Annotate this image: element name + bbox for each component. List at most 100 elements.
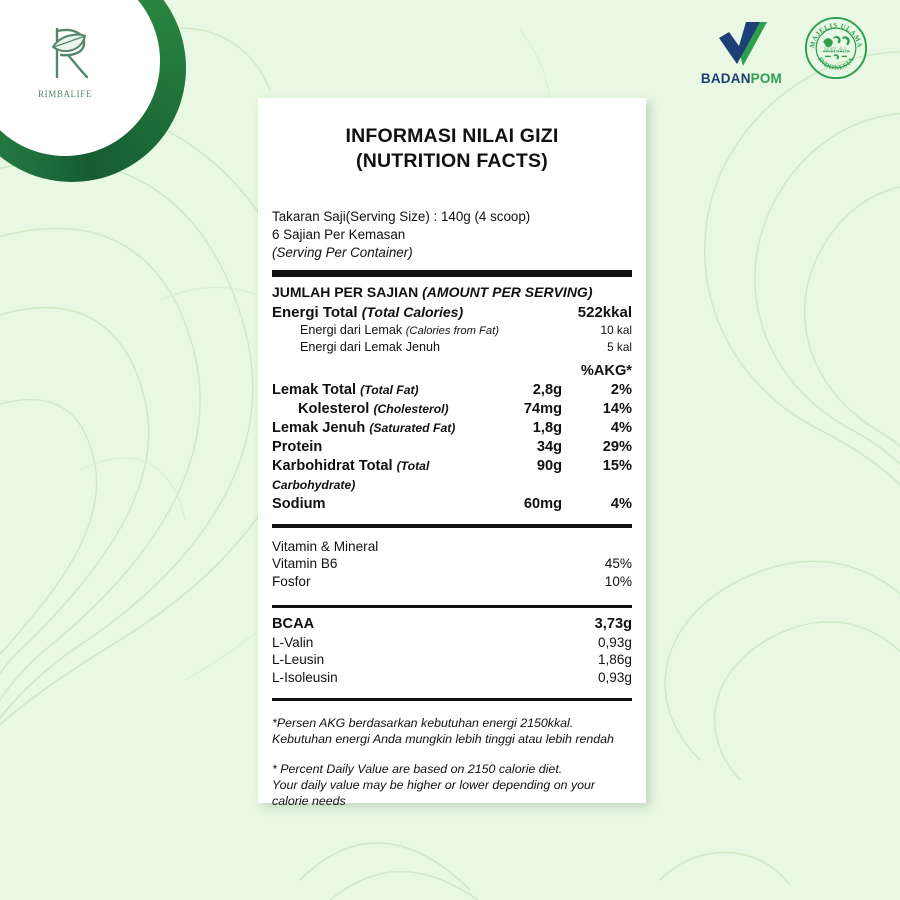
nutrient-amount-lemak-total: 2,8g: [532, 382, 562, 398]
energy-from-sat-fat-value: 5 kal: [607, 339, 632, 354]
nutrient-en-karbohidrat-total: (Total Carbohydrate): [272, 458, 430, 492]
nutrient-row-karbohidrat-total: Karbohidrat Total (Total Carbohydrate) 9…: [272, 457, 632, 495]
divider-vitamins: [272, 523, 632, 528]
badan-pom-badge: BADANPOM: [701, 16, 782, 86]
nutrient-en-lemak-jenuh: (Saturated Fat): [369, 420, 456, 435]
bcaa-row-leusin: L-Leusin 1,86g: [272, 651, 632, 669]
energy-from-sat-fat-row: Energi dari Lemak Jenuh 5 kal: [272, 339, 632, 355]
nutrient-label-karbohidrat-total: Karbohidrat Total (Total Carbohydrate): [272, 457, 470, 495]
amount-per-serving-heading: JUMLAH PER SAJIAN (AMOUNT PER SERVING): [272, 283, 632, 302]
nutrient-en-lemak-total: (Total Fat): [360, 383, 419, 397]
vitamin-label-b6: Vitamin B6: [272, 556, 338, 572]
svg-text:MAJELIS ULAMA: MAJELIS ULAMA: [809, 22, 863, 48]
nutrient-name-karbohidrat-total: Karbohidrat Total: [272, 457, 393, 474]
nutrient-en-kolesterol: (Cholesterol): [373, 401, 449, 416]
vitamins-heading: Vitamin & Mineral: [272, 538, 379, 554]
nutrient-amount-kolesterol: 74mg: [523, 400, 562, 417]
nutrient-amount-sodium: 60mg: [523, 495, 562, 512]
bcaa-label-isoleusin: L-Isoleusin: [272, 670, 338, 686]
bcaa-section: BCAA 3,73g L-Valin 0,93g L-Leusin 1,86g …: [272, 608, 632, 698]
nutrients-section: Lemak Total (Total Fat) 2,8g 2% Kolester…: [272, 381, 632, 524]
bcaa-row-isoleusin: L-Isoleusin 0,93g: [272, 669, 632, 687]
bcaa-total-row: BCAA 3,73g: [272, 615, 632, 634]
energy-from-fat-label-en: (Calories from Fat): [405, 325, 499, 338]
amount-heading-text: JUMLAH PER SAJIAN (AMOUNT PER SERVING): [272, 283, 632, 301]
vitamin-row-b6: Vitamin B6 45%: [272, 555, 632, 573]
bcaa-label-valin: L-Valin: [272, 634, 314, 650]
serving-size-line: Takaran Saji(Serving Size) : 140g (4 sco…: [272, 208, 531, 224]
nutrient-name-sodium: Sodium: [272, 495, 326, 512]
brand-wordmark: RimbaLife: [38, 85, 92, 100]
bcaa-value-isoleusin: 0,93g: [597, 670, 632, 686]
nutrient-row-lemak-total: Lemak Total (Total Fat) 2,8g 2%: [272, 381, 632, 400]
bcaa-value-leusin: 1,86g: [597, 652, 632, 668]
nutrient-pct-protein: 29%: [602, 438, 632, 455]
certification-badges: BADANPOM MAJELIS ULAMA INDONESIA HALAL: [701, 16, 868, 86]
nutrient-row-sodium: Sodium 60mg 4%: [272, 495, 632, 514]
footnote-en-line-1: * Percent Daily Value are based on 2150 …: [272, 761, 563, 776]
nutrient-pct-lemak-total: 2%: [610, 382, 632, 398]
nutrient-name-protein: Protein: [272, 438, 323, 455]
nutrient-pct-karbohidrat-total: 15%: [602, 457, 632, 474]
footnote-section: *Persen AKG berdasarkan kebutuhan energi…: [272, 701, 632, 810]
brand-logo-badge: RimbaLife: [0, 0, 186, 182]
label-title-id: INFORMASI NILAI GIZI: [345, 125, 559, 147]
nutrient-label-lemak-jenuh: Lemak Jenuh (Saturated Fat): [272, 419, 470, 438]
footnote-id-line-2: Kebutuhan energi Anda mungkin lebih ting…: [272, 732, 614, 747]
nutrient-amount-protein: 34g: [536, 438, 562, 455]
bcaa-value-valin: 0,93g: [597, 634, 632, 650]
serving-per-container-id: 6 Sajian Per Kemasan: [272, 226, 406, 242]
energy-section: JUMLAH PER SAJIAN (AMOUNT PER SERVING) E…: [272, 277, 632, 355]
nutrition-facts-panel: INFORMASI NILAI GIZI (NUTRITION FACTS) T…: [258, 98, 646, 808]
badan-pom-word-one: BADAN: [700, 71, 751, 86]
vitamin-row-fosfor: Fosfor 10%: [272, 573, 632, 591]
halal-seal-icon: MAJELIS ULAMA INDONESIA HALAL: [804, 16, 868, 80]
bcaa-heading: BCAA: [272, 615, 315, 632]
vitamins-section: Vitamin & Mineral Vitamin B6 45% Fosfor …: [272, 528, 632, 605]
nutrient-row-kolesterol: Kolesterol (Cholesterol) 74mg 14%: [272, 400, 632, 419]
energy-from-fat-label-id: Energi dari Lemak: [300, 323, 403, 338]
label-title: INFORMASI NILAI GIZI (NUTRITION FACTS): [272, 98, 632, 174]
nutrient-amount-lemak-jenuh: 1,8g: [532, 419, 562, 436]
nutrient-pct-kolesterol: 14%: [602, 400, 632, 417]
nutrient-pct-sodium: 4%: [610, 495, 632, 512]
divider-footnote: [272, 697, 632, 701]
amount-heading-en: (AMOUNT PER SERVING): [422, 284, 593, 301]
energy-total-row: Energi Total (Total Calories) 522kkal: [272, 303, 632, 323]
footnote-id-line-1: *Persen AKG berdasarkan kebutuhan energi…: [272, 715, 574, 730]
bcaa-label-leusin: L-Leusin: [272, 652, 325, 668]
nutrient-pct-lemak-jenuh: 4%: [610, 419, 632, 436]
vitamins-heading-row: Vitamin & Mineral: [272, 538, 632, 556]
bcaa-total-value: 3,73g: [594, 615, 632, 632]
nutrient-label-sodium: Sodium: [272, 495, 470, 514]
energy-from-fat-value: 10 kal: [600, 323, 632, 338]
footnote-gap: [272, 748, 632, 761]
vitamin-label-fosfor: Fosfor: [272, 574, 311, 590]
nutrient-row-lemak-jenuh: Lemak Jenuh (Saturated Fat) 1,8g 4%: [272, 419, 632, 438]
nutrient-amount-karbohidrat-total: 90g: [536, 457, 562, 474]
leaf-r-monogram-icon: [51, 27, 89, 79]
nutrient-label-lemak-total: Lemak Total (Total Fat): [272, 381, 470, 400]
nutrient-name-lemak-jenuh: Lemak Jenuh: [272, 419, 366, 436]
svg-text:INDONESIA: INDONESIA: [816, 56, 856, 72]
nutrient-name-lemak-total: Lemak Total: [272, 382, 357, 398]
energy-total-label: Energi Total (Total Calories): [272, 303, 562, 323]
svg-text:HALAL: HALAL: [824, 47, 849, 54]
nutrient-name-kolesterol: Kolesterol: [298, 400, 370, 417]
amount-heading-id: JUMLAH PER SAJIAN: [272, 284, 419, 301]
bcaa-row-valin: L-Valin 0,93g: [272, 634, 632, 652]
nutrient-label-protein: Protein: [272, 438, 470, 457]
serving-block: Takaran Saji(Serving Size) : 140g (4 sco…: [272, 174, 632, 270]
energy-from-sat-fat-label: Energi dari Lemak Jenuh: [300, 339, 441, 354]
nutrient-row-protein: Protein 34g 29%: [272, 438, 632, 457]
badan-pom-word-two: POM: [750, 71, 782, 86]
divider-bcaa: [272, 604, 632, 608]
akg-column-header: %AKG*: [580, 363, 632, 379]
energy-total-label-en: (Total Calories): [361, 303, 464, 320]
energy-from-fat-label: Energi dari Lemak (Calories from Fat): [300, 322, 562, 339]
divider-serving: [272, 270, 632, 278]
energy-total-label-id: Energi Total: [272, 303, 358, 321]
serving-per-container-en: (Serving Per Container): [272, 244, 413, 260]
badan-pom-wordmark: BADANPOM: [701, 71, 782, 86]
label-title-en: (NUTRITION FACTS): [356, 149, 548, 172]
